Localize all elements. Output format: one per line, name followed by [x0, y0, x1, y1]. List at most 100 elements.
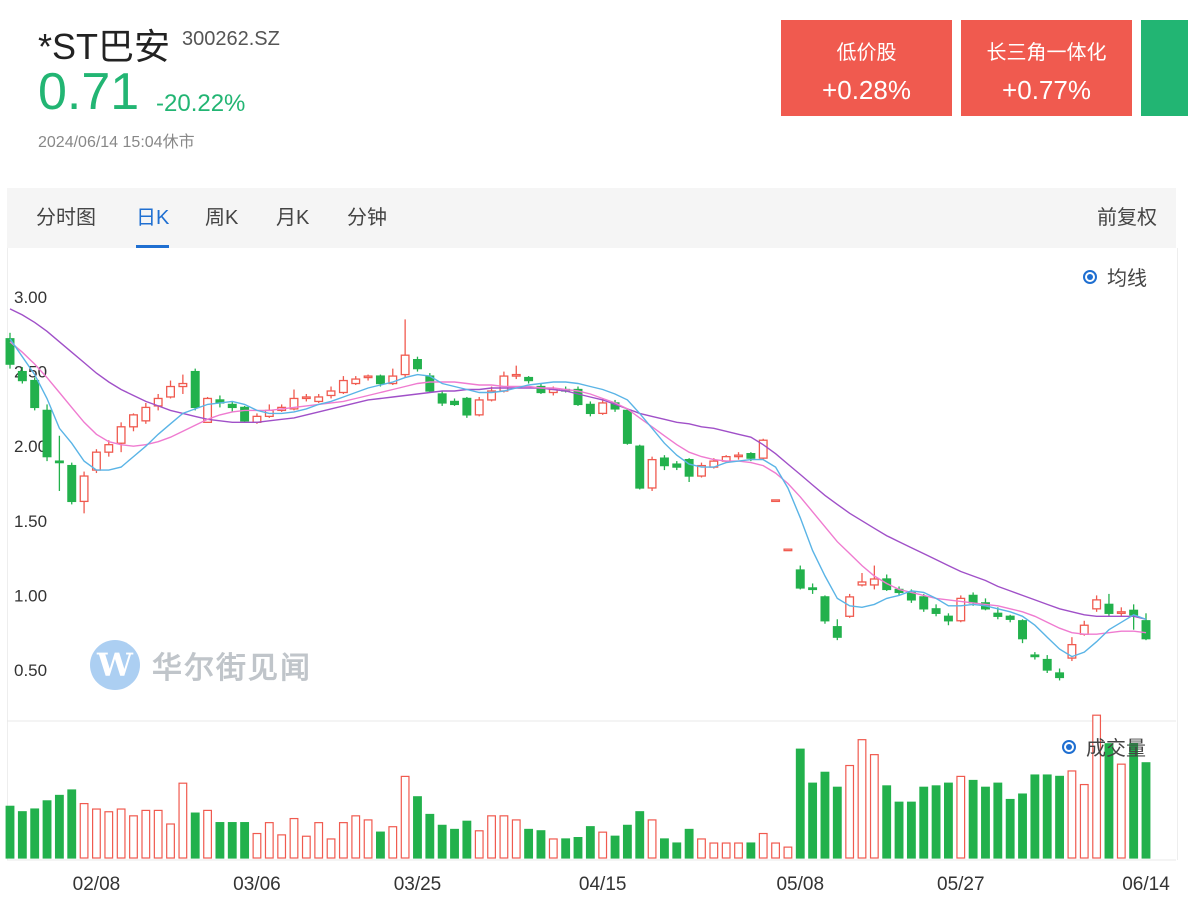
volume-bar — [1042, 774, 1052, 859]
volume-bar — [153, 809, 163, 859]
volume-bar — [919, 786, 929, 859]
volume-bar — [301, 835, 311, 859]
volume-radio-icon[interactable] — [1062, 739, 1076, 754]
volume-bar — [487, 815, 496, 859]
candle-body — [141, 406, 151, 422]
volume-bar — [869, 754, 879, 859]
ma-legend-label: 均线 — [1107, 268, 1147, 290]
ma-line-short — [9, 338, 1147, 658]
candle-body — [1079, 624, 1089, 635]
candle-body — [832, 626, 842, 638]
candle-body — [1042, 658, 1052, 671]
candle-body — [326, 390, 336, 397]
volume-bar — [820, 771, 830, 859]
volume-bar — [5, 805, 15, 859]
volume-bar — [931, 785, 941, 859]
sector-tag-partial[interactable] — [1141, 20, 1188, 116]
volume-bar — [622, 824, 632, 859]
candle-body — [524, 376, 534, 382]
volume-bar — [598, 831, 608, 859]
volume-bar — [1129, 743, 1139, 859]
tab-monthly-k[interactable]: 月K — [276, 207, 310, 229]
y-tick-label: 2.00 — [14, 437, 47, 456]
volume-bar — [882, 785, 892, 859]
volume-bar — [795, 748, 805, 859]
volume-bar — [771, 842, 780, 859]
volume-bar — [227, 822, 237, 859]
candle-body — [203, 397, 213, 423]
volume-bar — [450, 828, 459, 859]
candle-body — [462, 397, 472, 416]
x-tick-label: 04/15 — [579, 874, 627, 895]
candle-body — [659, 457, 669, 467]
volume-bar — [1104, 743, 1114, 859]
candle-body — [1141, 620, 1151, 640]
volume-bar — [215, 822, 225, 859]
volume-bar — [956, 775, 966, 859]
candle-body — [5, 338, 15, 365]
candle-body — [450, 400, 459, 406]
volume-bar — [42, 800, 52, 859]
candle-body — [1005, 615, 1015, 620]
candle-body — [783, 548, 793, 552]
volume-bar — [944, 782, 953, 859]
candle-body — [573, 388, 583, 406]
candle-body — [375, 375, 385, 385]
volume-bar — [67, 789, 77, 859]
candle-body — [857, 581, 867, 586]
y-tick-label: 0.50 — [14, 661, 47, 680]
volume-bar — [734, 842, 743, 859]
candle-body — [499, 375, 509, 392]
candle-body — [511, 373, 521, 377]
sector-tag-yangtze-delta[interactable]: 长三角一体化 +0.77% — [961, 20, 1132, 116]
x-tick-label: 06/14 — [1122, 874, 1170, 895]
candle-body — [869, 578, 879, 586]
candle-body — [1092, 599, 1102, 610]
volume-bar — [585, 826, 595, 859]
tab-daily-k[interactable]: 日K — [136, 188, 170, 248]
volume-bar — [474, 830, 484, 859]
candle-body — [684, 458, 694, 477]
ma-legend[interactable]: 均线 — [1083, 262, 1147, 291]
candle-body — [413, 359, 422, 370]
candle-body — [178, 382, 188, 388]
watermark: W 华尔街见闻 — [90, 640, 312, 690]
candle-body — [190, 370, 200, 409]
volume-bar — [252, 832, 262, 859]
volume-bar — [561, 838, 571, 859]
sector-tag-low-price[interactable]: 低价股 +0.28% — [781, 20, 952, 116]
ma-radio-icon[interactable] — [1083, 269, 1097, 284]
volume-bar — [437, 824, 447, 859]
tab-intraday[interactable]: 分时图 — [36, 207, 96, 229]
candle-body — [919, 596, 929, 610]
tab-minute[interactable]: 分钟 — [347, 207, 387, 229]
volume-bar — [289, 817, 299, 859]
volume-legend[interactable]: 成交量 — [1062, 732, 1146, 761]
candle-body — [388, 375, 398, 385]
volume-bar — [832, 786, 842, 859]
tab-weekly-k[interactable]: 周K — [205, 207, 239, 229]
volume-bar — [573, 836, 583, 859]
volume-bar — [981, 786, 990, 859]
volume-bar — [536, 830, 546, 859]
adjust-mode-select[interactable]: 前复权 — [1097, 207, 1157, 229]
change-percent: -20.22% — [156, 90, 246, 117]
candle-body — [795, 569, 805, 589]
candle-body — [474, 399, 484, 416]
candle-body — [487, 390, 497, 401]
volume-bar — [610, 835, 620, 859]
volume-bar — [264, 822, 274, 859]
ma-line-long — [9, 308, 1147, 620]
volume-bar — [709, 842, 719, 859]
candle-body — [166, 385, 175, 398]
volume-legend-label: 成交量 — [1086, 738, 1146, 760]
candle-body — [338, 379, 348, 394]
volume-bar — [672, 842, 682, 859]
ma-line-mid — [9, 341, 1147, 635]
volume-bar — [894, 801, 904, 859]
candle-body — [1055, 672, 1065, 679]
stock-name: *ST巴安 — [38, 26, 171, 67]
volume-bar — [116, 808, 126, 859]
candle-body — [301, 396, 311, 400]
